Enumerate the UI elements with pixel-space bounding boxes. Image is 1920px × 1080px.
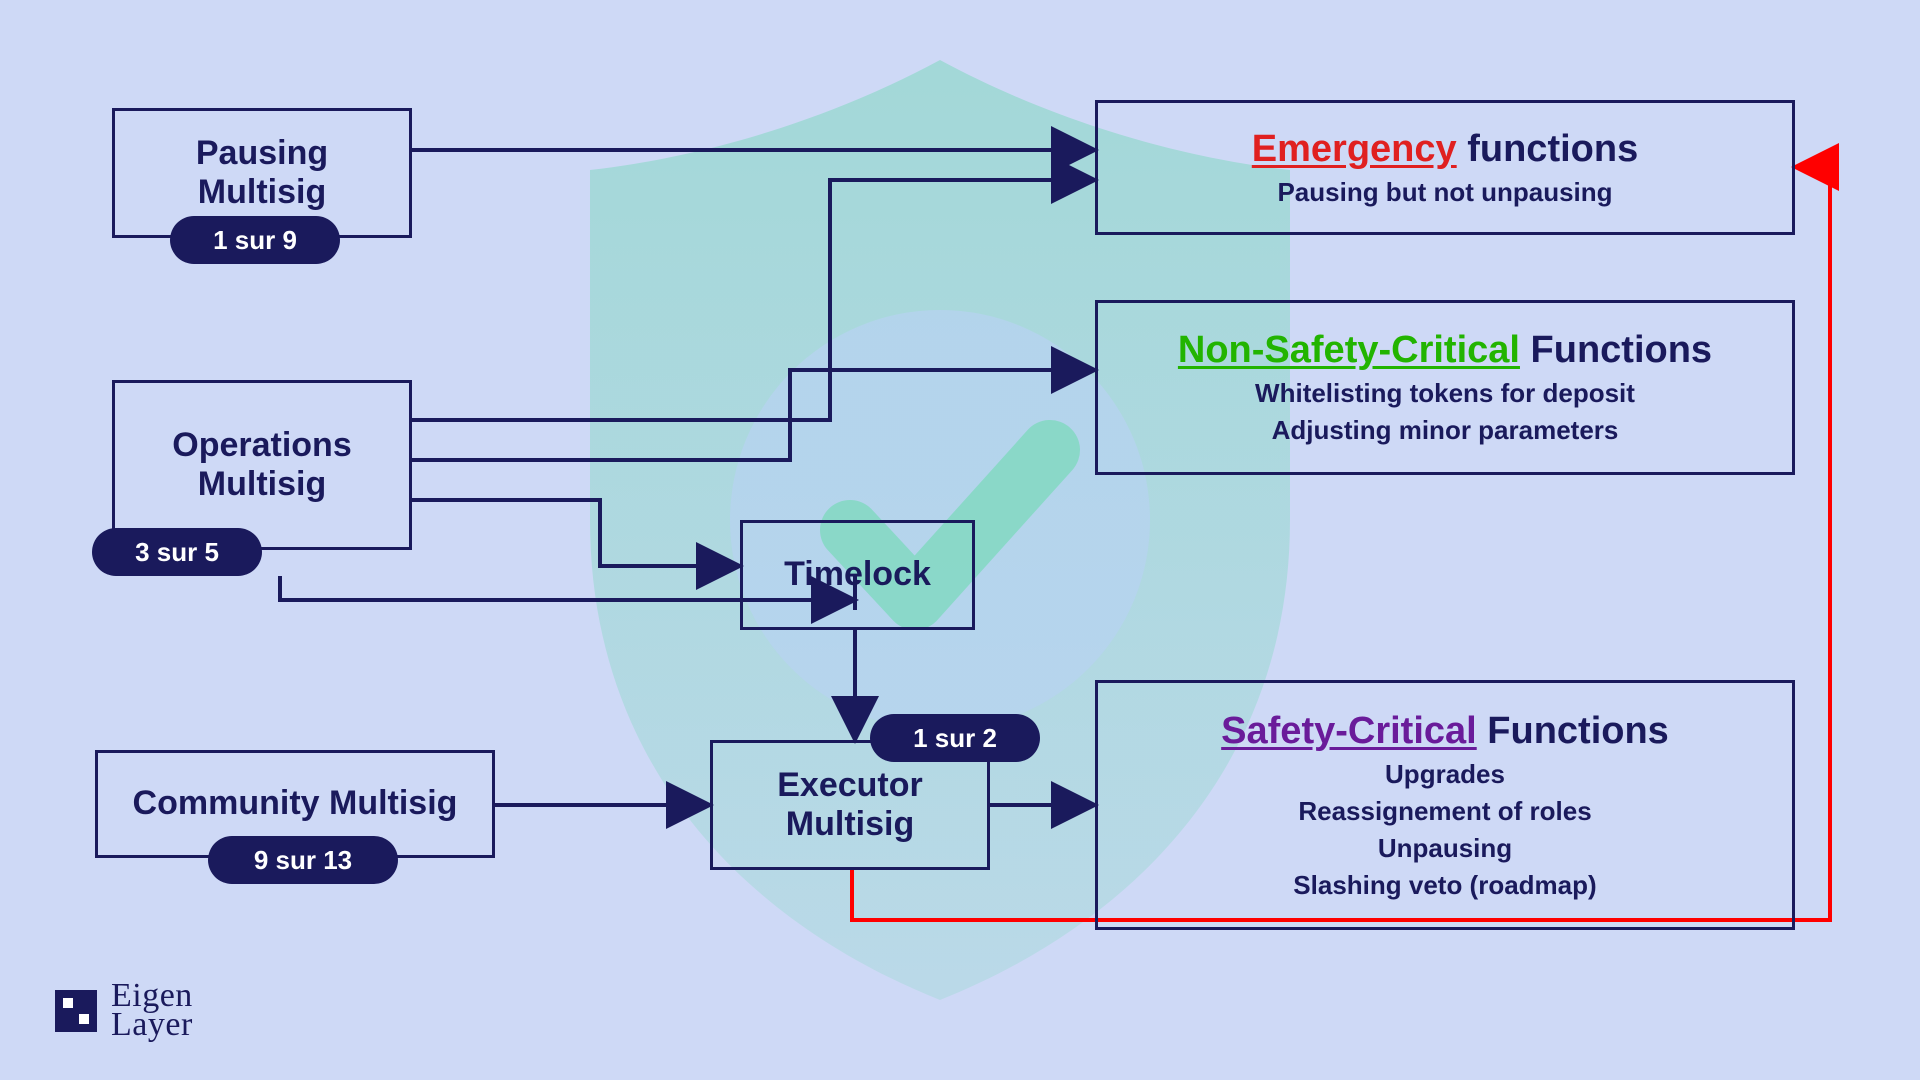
- node-label-line: Multisig: [786, 805, 914, 844]
- pill-label: 9 sur 13: [254, 845, 352, 876]
- node-label-line: Timelock: [784, 555, 931, 594]
- pill-label: 1 sur 9: [213, 225, 297, 256]
- node-safety-critical: Safety-Critical Functions Upgrades Reassig…: [1095, 680, 1795, 930]
- func-title-rest: Functions: [1477, 710, 1669, 752]
- func-title-rest: Functions: [1520, 329, 1712, 371]
- func-body-line: Pausing but not unpausing: [1277, 177, 1612, 208]
- func-body-line: Whitelisting tokens for deposit: [1255, 378, 1635, 409]
- node-emergency-functions: Emergency functions Pausing but not unpau…: [1095, 100, 1795, 235]
- func-title-rest: functions: [1457, 128, 1639, 170]
- func-title: Safety-Critical Functions: [1221, 710, 1669, 753]
- func-body-line: Upgrades: [1385, 759, 1505, 790]
- func-title-highlight: Non-Safety-Critical: [1178, 329, 1520, 371]
- eigenlayer-logo: Eigen Layer: [55, 982, 193, 1040]
- diagram-canvas: PausingMultisig OperationsMultisig Commu…: [0, 0, 1920, 1080]
- func-title-highlight: Emergency: [1252, 128, 1457, 170]
- func-title: Non-Safety-Critical Functions: [1178, 329, 1712, 372]
- node-label-line: Pausing: [196, 134, 328, 173]
- pill-operations-threshold: 3 sur 5: [92, 528, 262, 576]
- func-title-highlight: Safety-Critical: [1221, 710, 1477, 752]
- func-body-line: Unpausing: [1378, 833, 1512, 864]
- edge: [412, 500, 740, 566]
- func-body-line: Reassignement of roles: [1298, 796, 1591, 827]
- func-body-line: Slashing veto (roadmap): [1293, 870, 1596, 901]
- node-label-line: Executor: [777, 766, 923, 805]
- node-label-line: Multisig: [198, 465, 326, 504]
- pill-label: 3 sur 5: [135, 537, 219, 568]
- pill-community-threshold: 9 sur 13: [208, 836, 398, 884]
- pill-executor-threshold: 1 sur 2: [870, 714, 1040, 762]
- node-operations-multisig: OperationsMultisig: [112, 380, 412, 550]
- edge: [412, 370, 1095, 460]
- node-label-line: Multisig: [198, 173, 326, 212]
- func-title: Emergency functions: [1252, 128, 1638, 171]
- pill-pausing-threshold: 1 sur 9: [170, 216, 340, 264]
- node-label-line: Community Multisig: [133, 784, 458, 823]
- node-label-line: Operations: [172, 426, 351, 465]
- logo-mark-icon: [55, 990, 97, 1032]
- logo-line2: Layer: [111, 1011, 193, 1040]
- logo-text: Eigen Layer: [111, 982, 193, 1040]
- func-body-line: Adjusting minor parameters: [1272, 415, 1619, 446]
- node-non-safety-critical: Non-Safety-Critical Functions Whitelistin…: [1095, 300, 1795, 475]
- edge: [412, 180, 1095, 420]
- pill-label: 1 sur 2: [913, 723, 997, 754]
- node-timelock: Timelock: [740, 520, 975, 630]
